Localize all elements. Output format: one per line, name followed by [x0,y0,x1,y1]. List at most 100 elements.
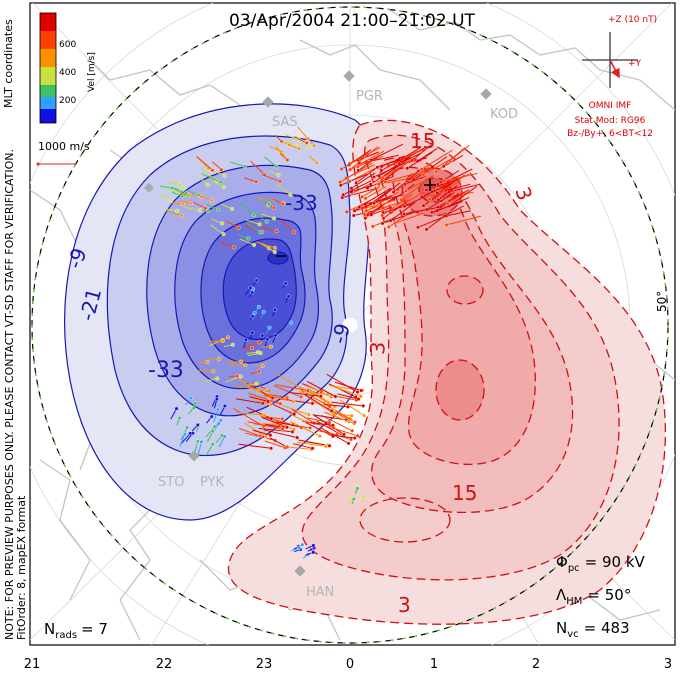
velocity-vector-dot-112 [280,417,285,422]
velocity-vector-dot-64 [402,204,407,209]
velocity-vector-147 [264,423,284,428]
velocity-vector-dot-256 [180,194,185,199]
velocity-vector-320 [206,430,214,443]
colorbar-seg-2 [40,31,56,49]
colorbar-seg-6 [40,97,56,109]
mlt-axis: 21 22 23 0 1 2 3 [24,657,672,672]
velocity-vector-dot-169 [290,429,295,434]
velocity-vector-dot-44 [436,197,441,202]
velocity-vector-dot-158 [329,395,334,400]
velocity-vector-dot-193 [330,423,335,428]
velocity-vector-dot-195 [310,446,315,451]
velocity-vector-dot-340 [311,543,316,548]
velocity-vector-dot-52 [352,208,357,213]
velocity-vector-242 [174,187,187,194]
velocity-vector-dot-181 [318,394,323,399]
velocity-vectors [159,126,482,559]
velocity-vector-dot-153 [291,399,296,404]
velocity-colorbar: 600 400 200 Vel [m/s] [39,12,97,124]
velocity-vector-dot-293 [250,345,255,350]
velocity-vector-dot-220 [231,245,236,250]
velocity-vector-dot-334 [297,146,302,151]
velocity-vector-dot-141 [355,390,360,395]
velocity-vector-dot-128 [299,394,304,399]
velocity-vector-182 [337,393,359,400]
velocity-vector-dot-152 [310,401,315,406]
velocity-vector-325 [284,133,300,141]
preview-note: NOTE: FOR PREVIEW PURPOSES ONLY. PLEASE … [3,149,16,640]
velocity-vector-195 [293,443,313,449]
velocity-vector-dot-287 [235,374,240,379]
velocity-vector-155 [246,406,272,420]
velocity-vector-dot-330 [306,145,311,150]
velocity-vector-dot-266 [250,314,255,319]
velocity-vector-dot-273 [256,304,261,309]
velocity-vector-dot-277 [225,335,230,340]
velocity-vector-171 [335,410,356,423]
velocity-vector-dot-126 [292,412,297,417]
velocity-vector-dot-189 [295,435,300,440]
velocity-vector-dot-186 [268,402,273,407]
mlt-tick-3: 3 [664,657,672,672]
velocity-vector-dot-300 [222,404,227,409]
velocity-vector-225 [196,155,213,171]
velocity-vector-78 [390,201,416,222]
velocity-vector-dot-69 [372,201,377,206]
velocity-vector-193 [310,422,333,426]
velocity-vector-210 [256,241,276,249]
velocity-vector-dot-65 [391,190,396,195]
velocity-vector-94 [406,151,433,169]
velocity-vector-dot-252 [169,185,174,190]
station-label-pyk: PYK [200,475,224,490]
velocity-vector-dot-148 [282,445,287,450]
velocity-vector-dot-295 [217,357,222,362]
colorbar-label: Vel [m/s] [87,52,97,92]
velocity-vector-184 [328,384,362,397]
velocity-vector-dot-271 [243,337,248,342]
velocity-vector-316 [179,433,186,447]
velocity-vector-dot-199 [280,427,285,432]
velocity-vector-180 [328,434,355,439]
velocity-vector-282 [197,370,214,372]
velocity-vector-dot-73 [441,164,446,169]
velocity-vector-dot-227 [218,180,223,185]
velocity-vector-dot-46 [344,209,349,214]
velocity-vector-239 [229,161,245,167]
velocity-vector-212 [259,225,277,232]
stat-lambdahm-symbol: Λ [556,586,567,604]
velocity-vector-231 [261,174,281,182]
velocity-vector-49 [370,164,401,185]
velocity-vector-63 [373,163,404,178]
velocity-vector-dot-174 [264,389,269,394]
velocity-vector-80 [351,184,373,193]
velocity-vector-dot-333 [285,157,290,162]
velocity-vector-dot-240 [205,208,210,213]
velocity-vector-128 [273,385,302,398]
velocity-vector-36 [388,158,420,166]
potential-extrema [276,179,436,257]
velocity-vector-145 [238,427,261,437]
velocity-vector-dot-74 [354,180,359,185]
velocity-vector-dot-267 [283,281,288,286]
velocity-vector-dot-83 [424,187,429,192]
velocity-vector-73 [443,154,464,167]
velocity-vector-165 [284,446,312,450]
colorbar-seg-3 [40,49,56,67]
velocity-vector-283 [227,361,242,363]
velocity-vector-dot-101 [338,180,343,185]
stat-phipc-sub: pc [568,563,580,574]
velocity-vector-209 [239,238,255,246]
velocity-vector-dot-208 [274,164,279,169]
velocity-vector-87 [404,175,426,185]
velocity-vector-328 [284,139,296,147]
velocity-vector-dot-198 [317,434,322,439]
colorbar-seg-7 [40,109,56,123]
velocity-vector-107 [358,155,380,171]
velocity-vector-dot-197 [347,419,352,424]
velocity-vector-208 [264,156,277,167]
velocity-vector-dot-238 [236,225,241,230]
hm-boundary-green [31,6,669,644]
velocity-vector-dot-260 [250,330,255,335]
velocity-vector-127 [238,443,272,449]
stat-nvc: Nvc = 483 [556,619,630,640]
